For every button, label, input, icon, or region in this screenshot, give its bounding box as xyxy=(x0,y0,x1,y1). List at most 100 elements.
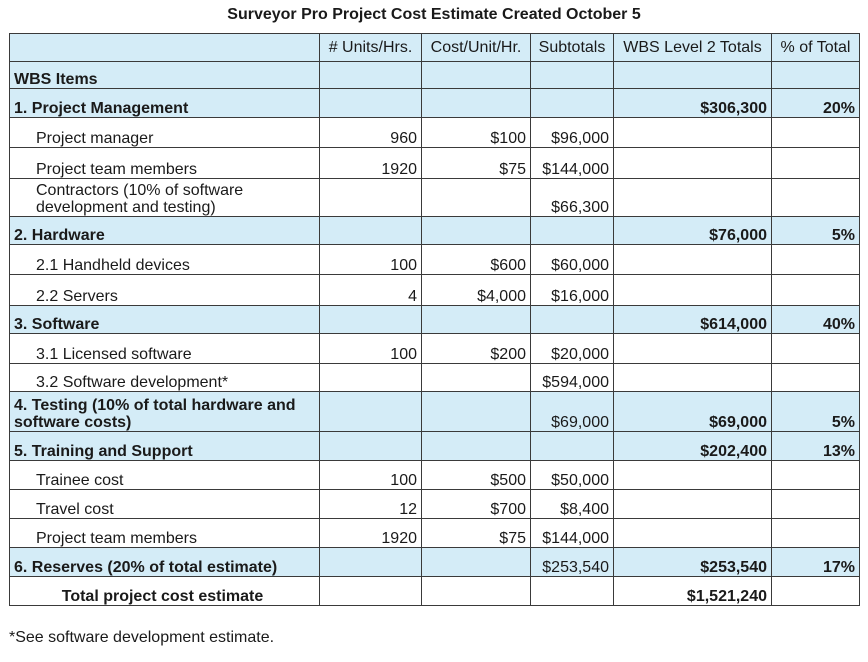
cell-percent-of-total: 20% xyxy=(771,88,860,118)
cell-units xyxy=(319,576,422,606)
cell-item: 2.2 Servers xyxy=(9,274,320,306)
cell-cost-per-unit: $100 xyxy=(421,117,531,148)
detail-row: Project team members 1920 $75 $144,000 xyxy=(9,147,860,179)
cell-percent-of-total xyxy=(771,274,860,306)
cell-subtotal: $594,000 xyxy=(530,363,614,392)
cell-cost-per-unit xyxy=(421,576,531,606)
cell-wbs-level2-total xyxy=(613,117,772,148)
group-row: 5. Training and Support $202,400 13% xyxy=(9,431,860,461)
cell-subtotal xyxy=(530,88,614,118)
cell-item: 3.1 Licensed software xyxy=(9,333,320,364)
cell-item: 6. Reserves (20% of total estimate) xyxy=(9,547,320,577)
cell-units: 1920 xyxy=(319,518,422,548)
group-row: 1. Project Management $306,300 20% xyxy=(9,88,860,118)
cell-wbs-level2-total: $1,521,240 xyxy=(613,576,772,606)
cell-percent-of-total xyxy=(771,518,860,548)
group-row: WBS Items xyxy=(9,61,860,89)
cell-subtotal xyxy=(530,61,614,89)
cell-wbs-level2-total xyxy=(613,147,772,179)
cell-units xyxy=(319,363,422,392)
cell-cost-per-unit xyxy=(421,216,531,245)
detail-row: Trainee cost 100 $500 $50,000 xyxy=(9,460,860,490)
cell-item: Project team members xyxy=(9,518,320,548)
column-header-subtotal: Subtotals xyxy=(530,33,614,62)
cell-percent-of-total xyxy=(771,333,860,364)
cell-cost-per-unit xyxy=(421,431,531,461)
cell-units xyxy=(319,61,422,89)
cell-cost-per-unit xyxy=(421,305,531,334)
cell-wbs-level2-total xyxy=(613,460,772,490)
cell-percent-of-total: 5% xyxy=(771,391,860,432)
column-header-item xyxy=(9,33,320,62)
cell-cost-per-unit xyxy=(421,61,531,89)
cell-cost-per-unit: $75 xyxy=(421,518,531,548)
detail-row: Contractors (10% of software development… xyxy=(9,178,860,217)
cell-cost-per-unit xyxy=(421,88,531,118)
column-header-units: # Units/Hrs. xyxy=(319,33,422,62)
cell-subtotal: $16,000 xyxy=(530,274,614,306)
cell-wbs-level2-total xyxy=(613,244,772,275)
cell-units xyxy=(319,547,422,577)
cell-wbs-level2-total xyxy=(613,61,772,89)
cell-subtotal: $8,400 xyxy=(530,489,614,519)
cell-item: Project manager xyxy=(9,117,320,148)
cell-subtotal: $144,000 xyxy=(530,147,614,179)
cell-wbs-level2-total: $253,540 xyxy=(613,547,772,577)
cell-cost-per-unit xyxy=(421,178,531,217)
header-row: # Units/Hrs. Cost/Unit/Hr. Subtotals WBS Le… xyxy=(9,33,860,62)
detail-row: Travel cost 12 $700 $8,400 xyxy=(9,489,860,519)
total-row: Total project cost estimate $1,521,240 xyxy=(9,576,860,606)
cell-percent-of-total xyxy=(771,117,860,148)
cell-wbs-level2-total xyxy=(613,363,772,392)
group-row: 4. Testing (10% of total hardware and so… xyxy=(9,391,860,432)
cell-percent-of-total: 5% xyxy=(771,216,860,245)
cell-subtotal: $66,300 xyxy=(530,178,614,217)
cell-item: 4. Testing (10% of total hardware and so… xyxy=(9,391,320,432)
cell-item: 1. Project Management xyxy=(9,88,320,118)
cell-item: Total project cost estimate xyxy=(9,576,320,606)
cell-cost-per-unit: $75 xyxy=(421,147,531,179)
cell-percent-of-total xyxy=(771,178,860,217)
cell-units: 100 xyxy=(319,333,422,364)
cell-item: 2.1 Handheld devices xyxy=(9,244,320,275)
cell-subtotal xyxy=(530,216,614,245)
cell-subtotal: $20,000 xyxy=(530,333,614,364)
cell-percent-of-total xyxy=(771,244,860,275)
cell-percent-of-total xyxy=(771,489,860,519)
cell-percent-of-total xyxy=(771,147,860,179)
cell-units xyxy=(319,216,422,245)
cell-wbs-level2-total: $202,400 xyxy=(613,431,772,461)
cell-units xyxy=(319,178,422,217)
cell-subtotal: $60,000 xyxy=(530,244,614,275)
footnote: *See software development estimate. xyxy=(9,629,275,646)
cell-cost-per-unit: $500 xyxy=(421,460,531,490)
cell-item: 2. Hardware xyxy=(9,216,320,245)
cell-percent-of-total xyxy=(771,576,860,606)
detail-row: 2.2 Servers 4 $4,000 $16,000 xyxy=(9,274,860,306)
cell-cost-per-unit: $600 xyxy=(421,244,531,275)
cell-percent-of-total: 40% xyxy=(771,305,860,334)
cell-units: 100 xyxy=(319,244,422,275)
cell-units xyxy=(319,431,422,461)
cell-wbs-level2-total: $614,000 xyxy=(613,305,772,334)
cell-subtotal xyxy=(530,576,614,606)
group-row: 2. Hardware $76,000 5% xyxy=(9,216,860,245)
cell-item: WBS Items xyxy=(9,61,320,89)
cell-cost-per-unit xyxy=(421,547,531,577)
cell-wbs-level2-total xyxy=(613,489,772,519)
cell-wbs-level2-total xyxy=(613,518,772,548)
cell-units: 4 xyxy=(319,274,422,306)
cell-cost-per-unit: $200 xyxy=(421,333,531,364)
cell-wbs-level2-total xyxy=(613,333,772,364)
detail-row: Project manager 960 $100 $96,000 xyxy=(9,117,860,148)
cell-wbs-level2-total xyxy=(613,274,772,306)
detail-row: Project team members 1920 $75 $144,000 xyxy=(9,518,860,548)
cell-item: 3. Software xyxy=(9,305,320,334)
cell-units: 12 xyxy=(319,489,422,519)
cell-item: Contractors (10% of software development… xyxy=(9,178,320,217)
cell-subtotal: $50,000 xyxy=(530,460,614,490)
cell-units xyxy=(319,88,422,118)
column-header-wbs-level2-total: WBS Level 2 Totals xyxy=(613,33,772,62)
cell-percent-of-total xyxy=(771,460,860,490)
cell-cost-per-unit xyxy=(421,363,531,392)
